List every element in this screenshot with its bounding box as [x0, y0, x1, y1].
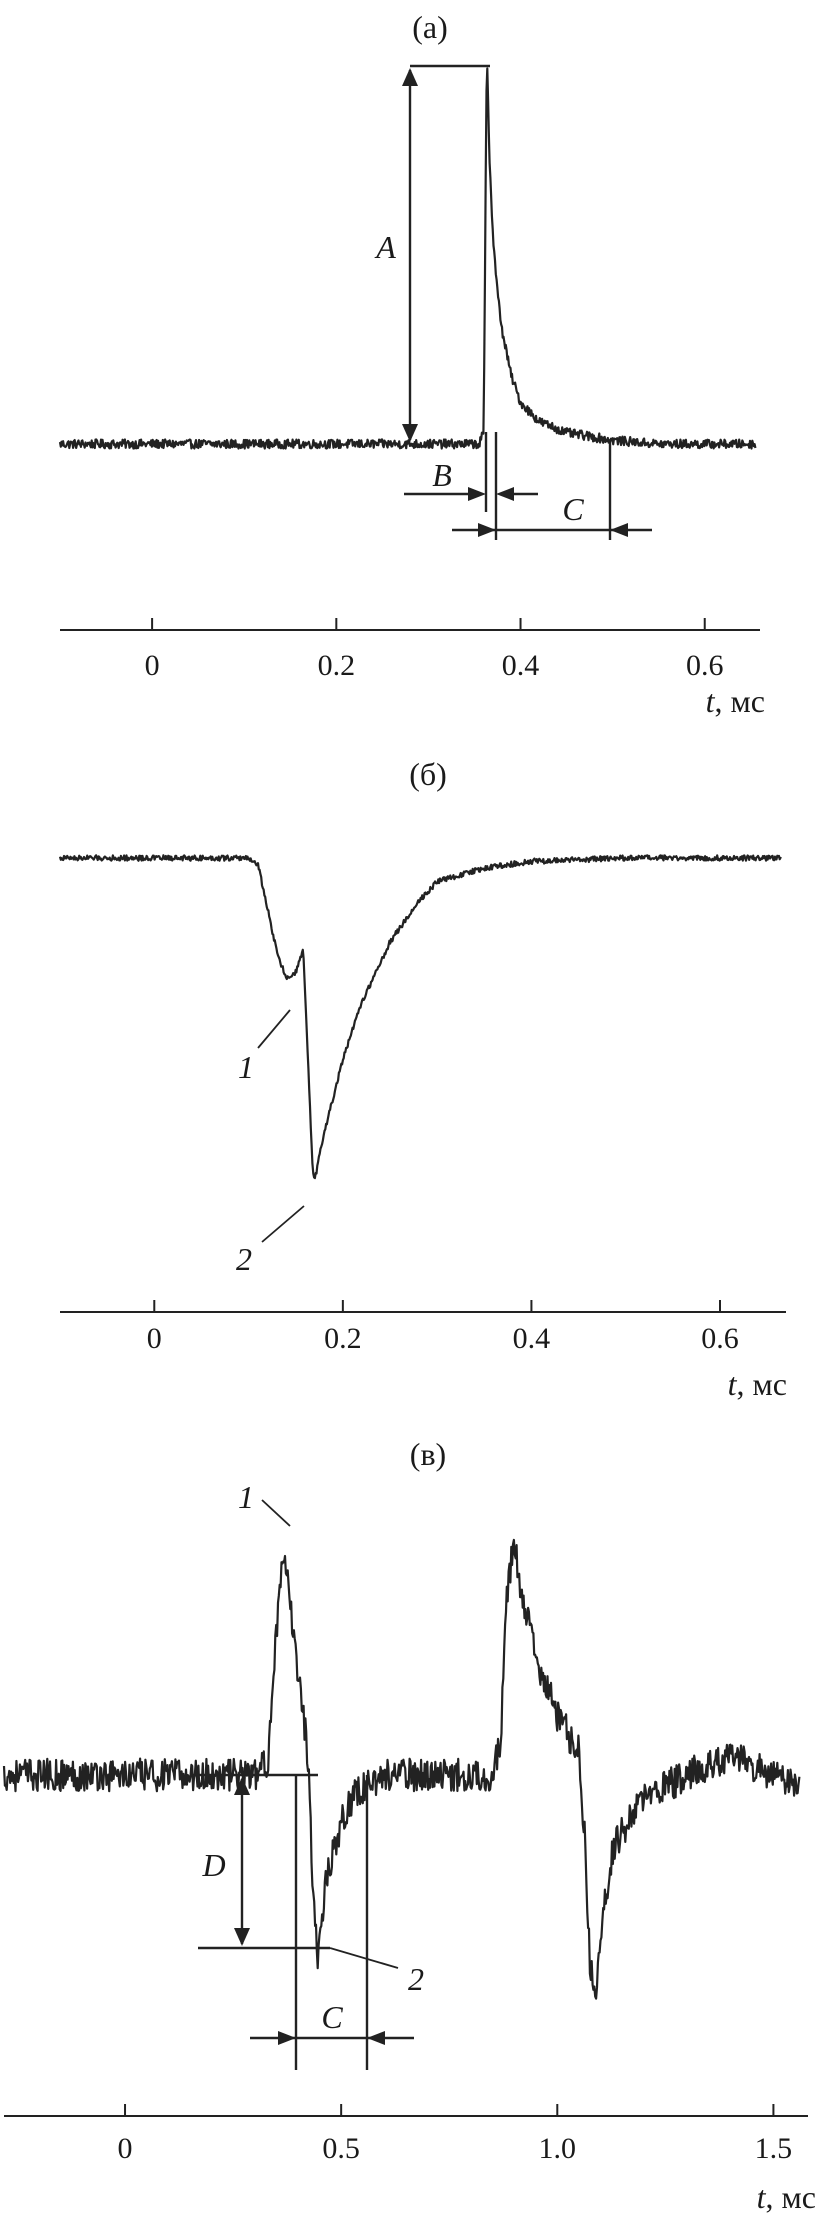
panel-a-annotation-A: A: [374, 64, 490, 442]
x-tick-label: 0: [118, 2132, 133, 2165]
d-arrowhead-down: [234, 1928, 250, 1946]
x-tick-label: 0.5: [322, 2132, 360, 2165]
x-tick-label: 0.2: [318, 649, 356, 682]
b-point-2-label: 2: [236, 1241, 252, 1277]
panel-c-x-axis: 0 0.5 1.0 1.5: [4, 2104, 808, 2165]
x-tick-label: 0: [147, 1322, 162, 1355]
annotation-A-label: A: [374, 229, 396, 265]
panel-b-annotation-1: 1: [238, 1009, 291, 1085]
panel-c-x-axis-title: t, мс: [757, 2179, 816, 2215]
x-tick-label: 1.5: [755, 2132, 793, 2165]
annotation-B-label: B: [432, 457, 452, 493]
b-point-1-label: 1: [238, 1049, 254, 1085]
c-arrowhead-left: [478, 523, 496, 537]
panel-a-annotation-C: C: [452, 440, 652, 540]
annotation-D-label: D: [201, 1847, 225, 1883]
panel-c-annotation-1: 1: [238, 1479, 291, 1527]
b-arrowhead-left: [468, 487, 486, 501]
panel-c-annotation-C: C: [250, 1775, 414, 2070]
c-arrowhead-right: [610, 523, 628, 537]
panel-a-x-axis-title: t, мс: [706, 683, 765, 719]
a-arrowhead-down: [402, 424, 418, 442]
x-tick-label: 0: [145, 649, 160, 682]
c-point-1-leader: [261, 1499, 291, 1527]
panel-a-label: (а): [412, 9, 448, 45]
b-point-2-leader: [261, 1205, 305, 1243]
panel-a: (а) A B C 0 0.2 0.4 0.6: [58, 9, 765, 719]
x-tick-label: 1.0: [539, 2132, 577, 2165]
panel-a-trace: [58, 67, 757, 450]
panel-b-annotation-2: 2: [236, 1205, 305, 1277]
c-point-2-label: 2: [408, 1961, 424, 1997]
panel-a-annotation-B: B: [404, 432, 538, 540]
panel-c-annotation-D: D: [190, 1773, 330, 1950]
annotation-C-label: C: [562, 491, 584, 527]
panel-a-x-axis: 0 0.2 0.4 0.6: [60, 618, 760, 682]
panel-b-x-axis: 0 0.2 0.4 0.6: [60, 1300, 786, 1355]
c-point-2-leader: [329, 1947, 399, 1969]
c-arrowhead-right: [367, 2031, 385, 2045]
x-tick-label: 0.2: [324, 1322, 362, 1355]
annotation-C-panel-c-label: C: [321, 1999, 343, 2035]
c-arrowhead-left: [278, 2031, 296, 2045]
c-point-1-label: 1: [238, 1479, 254, 1515]
panel-c-label: (в): [410, 1436, 446, 1472]
panel-c: (в) 1 2 D C 0 0.5 1.0 1.5 t: [2, 1436, 816, 2215]
b-arrowhead-right: [496, 487, 514, 501]
panel-b-x-axis-title: t, мс: [728, 1366, 787, 1402]
x-tick-label: 0.4: [513, 1322, 551, 1355]
panel-b: (б) 1 2 0 0.2 0.4 0.6 t, мс: [58, 756, 787, 1402]
d-arrowhead-up: [234, 1777, 250, 1795]
x-tick-label: 0.6: [701, 1322, 739, 1355]
panel-b-trace: [58, 854, 782, 1180]
x-tick-label: 0.4: [502, 649, 540, 682]
panel-c-trace: [2, 1538, 801, 2000]
a-arrowhead-up: [402, 68, 418, 86]
panel-c-annotation-2: 2: [329, 1947, 424, 1997]
x-tick-label: 0.6: [686, 649, 724, 682]
b-point-1-leader: [257, 1009, 291, 1049]
panel-b-label: (б): [409, 756, 447, 792]
